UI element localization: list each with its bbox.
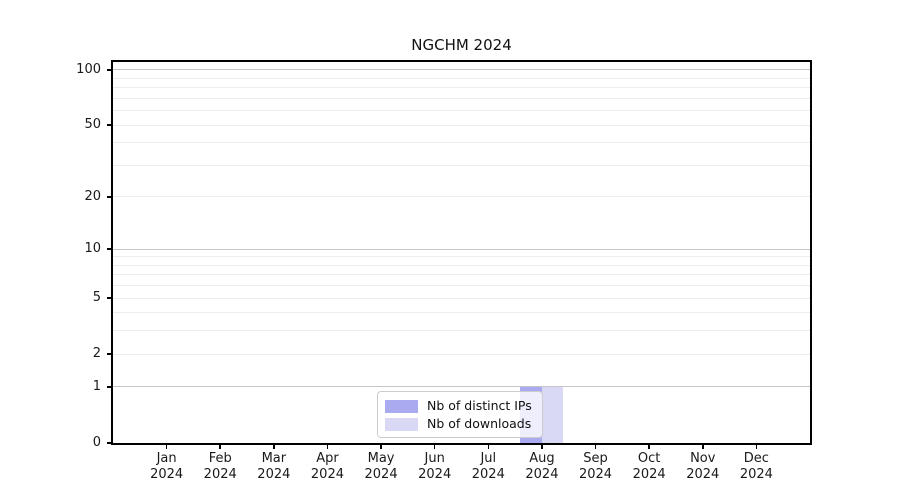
y-tick-label: 5 xyxy=(92,290,101,306)
gridline-minor xyxy=(113,312,810,314)
gridline-major xyxy=(113,248,810,250)
x-tick-month: Feb xyxy=(208,451,232,466)
y-tick-label: 0 xyxy=(92,435,101,450)
x-tick-year: 2024 xyxy=(739,466,773,482)
x-tick-mark xyxy=(273,443,275,449)
y-tick-mark xyxy=(107,442,113,444)
x-tick-year: 2024 xyxy=(578,466,613,482)
y-tick-label: 2 xyxy=(92,346,101,362)
x-tick-label: Feb 2024 xyxy=(185,451,255,482)
y-tick-mark xyxy=(107,69,113,71)
gridline-minor xyxy=(113,87,810,89)
x-tick-mark xyxy=(487,443,490,449)
x-tick-mark xyxy=(755,443,758,449)
legend-item-distinct-ips: Nb of distinct IPs xyxy=(385,398,534,414)
x-tick-label: Jan 2024 xyxy=(132,451,202,482)
y-tick-label: 100 xyxy=(76,61,101,77)
x-tick-month: Oct xyxy=(637,451,661,466)
bar-series-1 xyxy=(541,386,564,443)
gridline-minor xyxy=(113,97,810,99)
y-tick-mark xyxy=(107,353,113,355)
legend: Nb of distinct IPs Nb of downloads xyxy=(377,391,543,438)
x-tick-mark xyxy=(702,443,704,449)
x-tick-year: 2024 xyxy=(257,466,291,482)
x-tick-month: Aug xyxy=(529,451,555,466)
gridline-minor xyxy=(113,142,810,144)
gridline-major xyxy=(113,69,810,71)
y-tick-mark xyxy=(107,386,113,388)
x-tick-label: Oct 2024 xyxy=(614,451,684,482)
x-tick-year: 2024 xyxy=(525,466,559,482)
x-tick-year: 2024 xyxy=(632,466,666,482)
x-tick-month: May xyxy=(367,451,395,466)
x-tick-mark xyxy=(380,443,382,449)
legend-label-distinct-ips: Nb of distinct IPs xyxy=(427,398,532,413)
gridline-minor xyxy=(113,124,810,126)
x-tick-label: Apr 2024 xyxy=(292,451,362,482)
x-tick-month: Mar xyxy=(261,451,287,466)
gridline-minor xyxy=(113,264,810,266)
x-tick-month: Apr xyxy=(316,451,339,466)
y-tick-label: 10 xyxy=(84,241,101,257)
gridline-minor xyxy=(113,110,810,112)
x-tick-month: Nov xyxy=(690,451,716,466)
legend-swatch-distinct-ips xyxy=(385,399,418,413)
gridline-minor xyxy=(113,297,810,299)
legend-label-downloads: Nb of downloads xyxy=(427,416,532,431)
x-tick-year: 2024 xyxy=(364,466,398,482)
chart-title: NGCHM 2024 xyxy=(411,36,512,54)
y-tick-mark xyxy=(107,196,113,198)
x-tick-year: 2024 xyxy=(150,466,184,482)
y-tick-label: 1 xyxy=(92,378,101,394)
x-tick-mark xyxy=(219,443,221,449)
x-tick-year: 2024 xyxy=(310,466,344,482)
gridline-minor xyxy=(113,256,810,258)
x-tick-mark xyxy=(541,443,543,449)
x-tick-month: Jan xyxy=(156,451,177,466)
legend-swatch-downloads xyxy=(385,417,418,431)
x-tick-mark xyxy=(165,443,168,449)
legend-item-downloads: Nb of downloads xyxy=(385,416,534,432)
x-tick-month: Dec xyxy=(743,451,769,466)
gridline-minor xyxy=(113,353,810,355)
gridline-minor xyxy=(113,196,810,198)
x-tick-mark xyxy=(433,443,436,449)
gridline-minor xyxy=(113,274,810,276)
y-tick-label: 20 xyxy=(84,188,101,204)
x-tick-month: Jun xyxy=(424,451,445,466)
x-tick-label: Jun 2024 xyxy=(400,451,470,482)
x-tick-label: Dec 2024 xyxy=(721,451,791,482)
x-tick-year: 2024 xyxy=(418,466,452,482)
x-tick-label: Aug 2024 xyxy=(507,451,577,482)
y-tick-label: 50 xyxy=(84,117,101,133)
x-tick-label: Jul 2024 xyxy=(453,451,523,482)
gridline-minor xyxy=(113,330,810,332)
y-tick-mark xyxy=(107,248,113,250)
gridline-minor xyxy=(113,164,810,166)
x-tick-label: Sep 2024 xyxy=(561,451,631,482)
gridline-minor xyxy=(113,285,810,287)
x-tick-mark xyxy=(594,443,597,449)
x-tick-label: May 2024 xyxy=(346,451,416,482)
x-tick-mark xyxy=(326,443,329,449)
gridline-major xyxy=(113,386,810,388)
x-tick-year: 2024 xyxy=(471,466,505,482)
x-tick-label: Mar 2024 xyxy=(239,451,309,482)
gridline-minor xyxy=(113,77,810,79)
x-tick-mark xyxy=(648,443,650,449)
x-tick-label: Nov 2024 xyxy=(668,451,738,482)
x-tick-month: Sep xyxy=(583,451,608,466)
x-tick-month: Jul xyxy=(480,451,497,466)
y-tick-mark xyxy=(107,297,113,299)
y-tick-mark xyxy=(107,124,113,126)
x-tick-year: 2024 xyxy=(686,466,720,482)
x-tick-year: 2024 xyxy=(203,466,237,482)
